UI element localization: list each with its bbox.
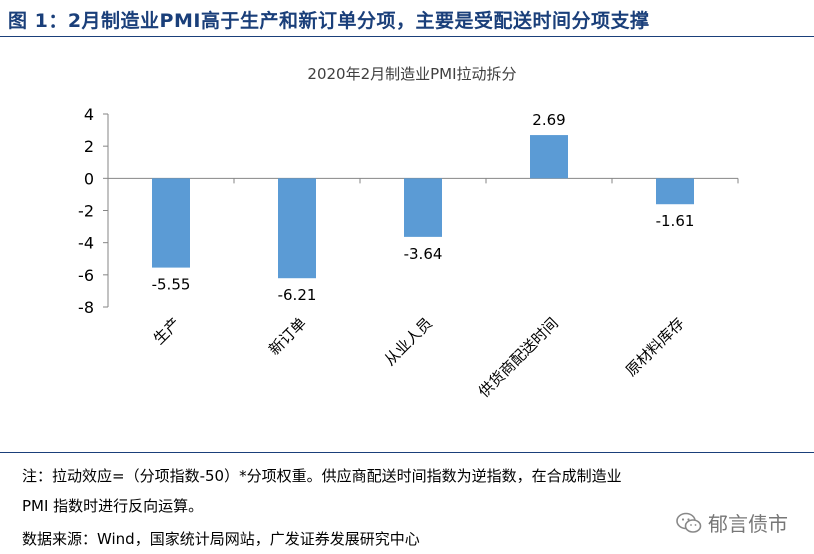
y-tick-label: -2: [78, 202, 94, 221]
wechat-icon: [676, 512, 702, 533]
chart-value-labels: -5.55 -6.21 -3.64 2.69 -1.61: [152, 111, 695, 304]
bar-chart: 2020年2月制造业PMI拉动拆分 4 2 0 -2 -4 -6 -8 -5.55 -6.21…: [78, 65, 739, 401]
bar-value-label: -1.61: [656, 212, 695, 230]
y-tick-label: 0: [84, 169, 94, 188]
y-tick-label: -6: [78, 266, 94, 285]
bar: [404, 178, 442, 237]
watermark-text: 郁言债市: [708, 512, 788, 536]
x-category-label: 原材料库存: [622, 314, 688, 380]
bar-value-label: -5.55: [152, 276, 191, 294]
title-rule: [0, 36, 814, 37]
y-tick-label: -4: [78, 234, 94, 253]
watermark: 郁言债市: [676, 508, 788, 537]
bar-value-label: -3.64: [404, 245, 443, 263]
chart-title: 2020年2月制造业PMI拉动拆分: [307, 65, 516, 83]
bar-value-label: 2.69: [532, 111, 565, 129]
x-category-label: 新订单: [265, 314, 310, 359]
bar: [656, 178, 694, 205]
note-line-2: PMI 指数时进行反向运算。: [22, 497, 204, 515]
bar: [530, 135, 568, 179]
bar: [278, 178, 316, 279]
bar: [152, 178, 190, 268]
x-category-label: 供货商配送时间: [475, 314, 562, 401]
chart-axes: 4 2 0 -2 -4 -6 -8: [78, 105, 739, 317]
x-category-label: 从业人员: [381, 314, 436, 369]
bar-value-label: -6.21: [278, 286, 317, 304]
notes-rule: [0, 452, 814, 453]
figure-title: 图 1：2月制造业PMI高于生产和新订单分项，主要是受配送时间分项支撑: [8, 10, 650, 32]
y-tick-label: 2: [84, 137, 94, 156]
y-tick-label: 4: [84, 105, 94, 124]
chart-category-labels: 生产 新订单 从业人员 供货商配送时间 原材料库存: [150, 314, 688, 401]
chart-bars: [152, 135, 694, 279]
data-source: 数据来源：Wind，国家统计局网站，广发证券发展研究中心: [22, 530, 420, 548]
x-category-label: 生产: [150, 314, 184, 348]
y-tick-label: -8: [78, 298, 94, 317]
note-line-1: 注：拉动效应=（分项指数-50）*分项权重。供应商配送时间指数为逆指数，在合成制…: [22, 467, 622, 485]
